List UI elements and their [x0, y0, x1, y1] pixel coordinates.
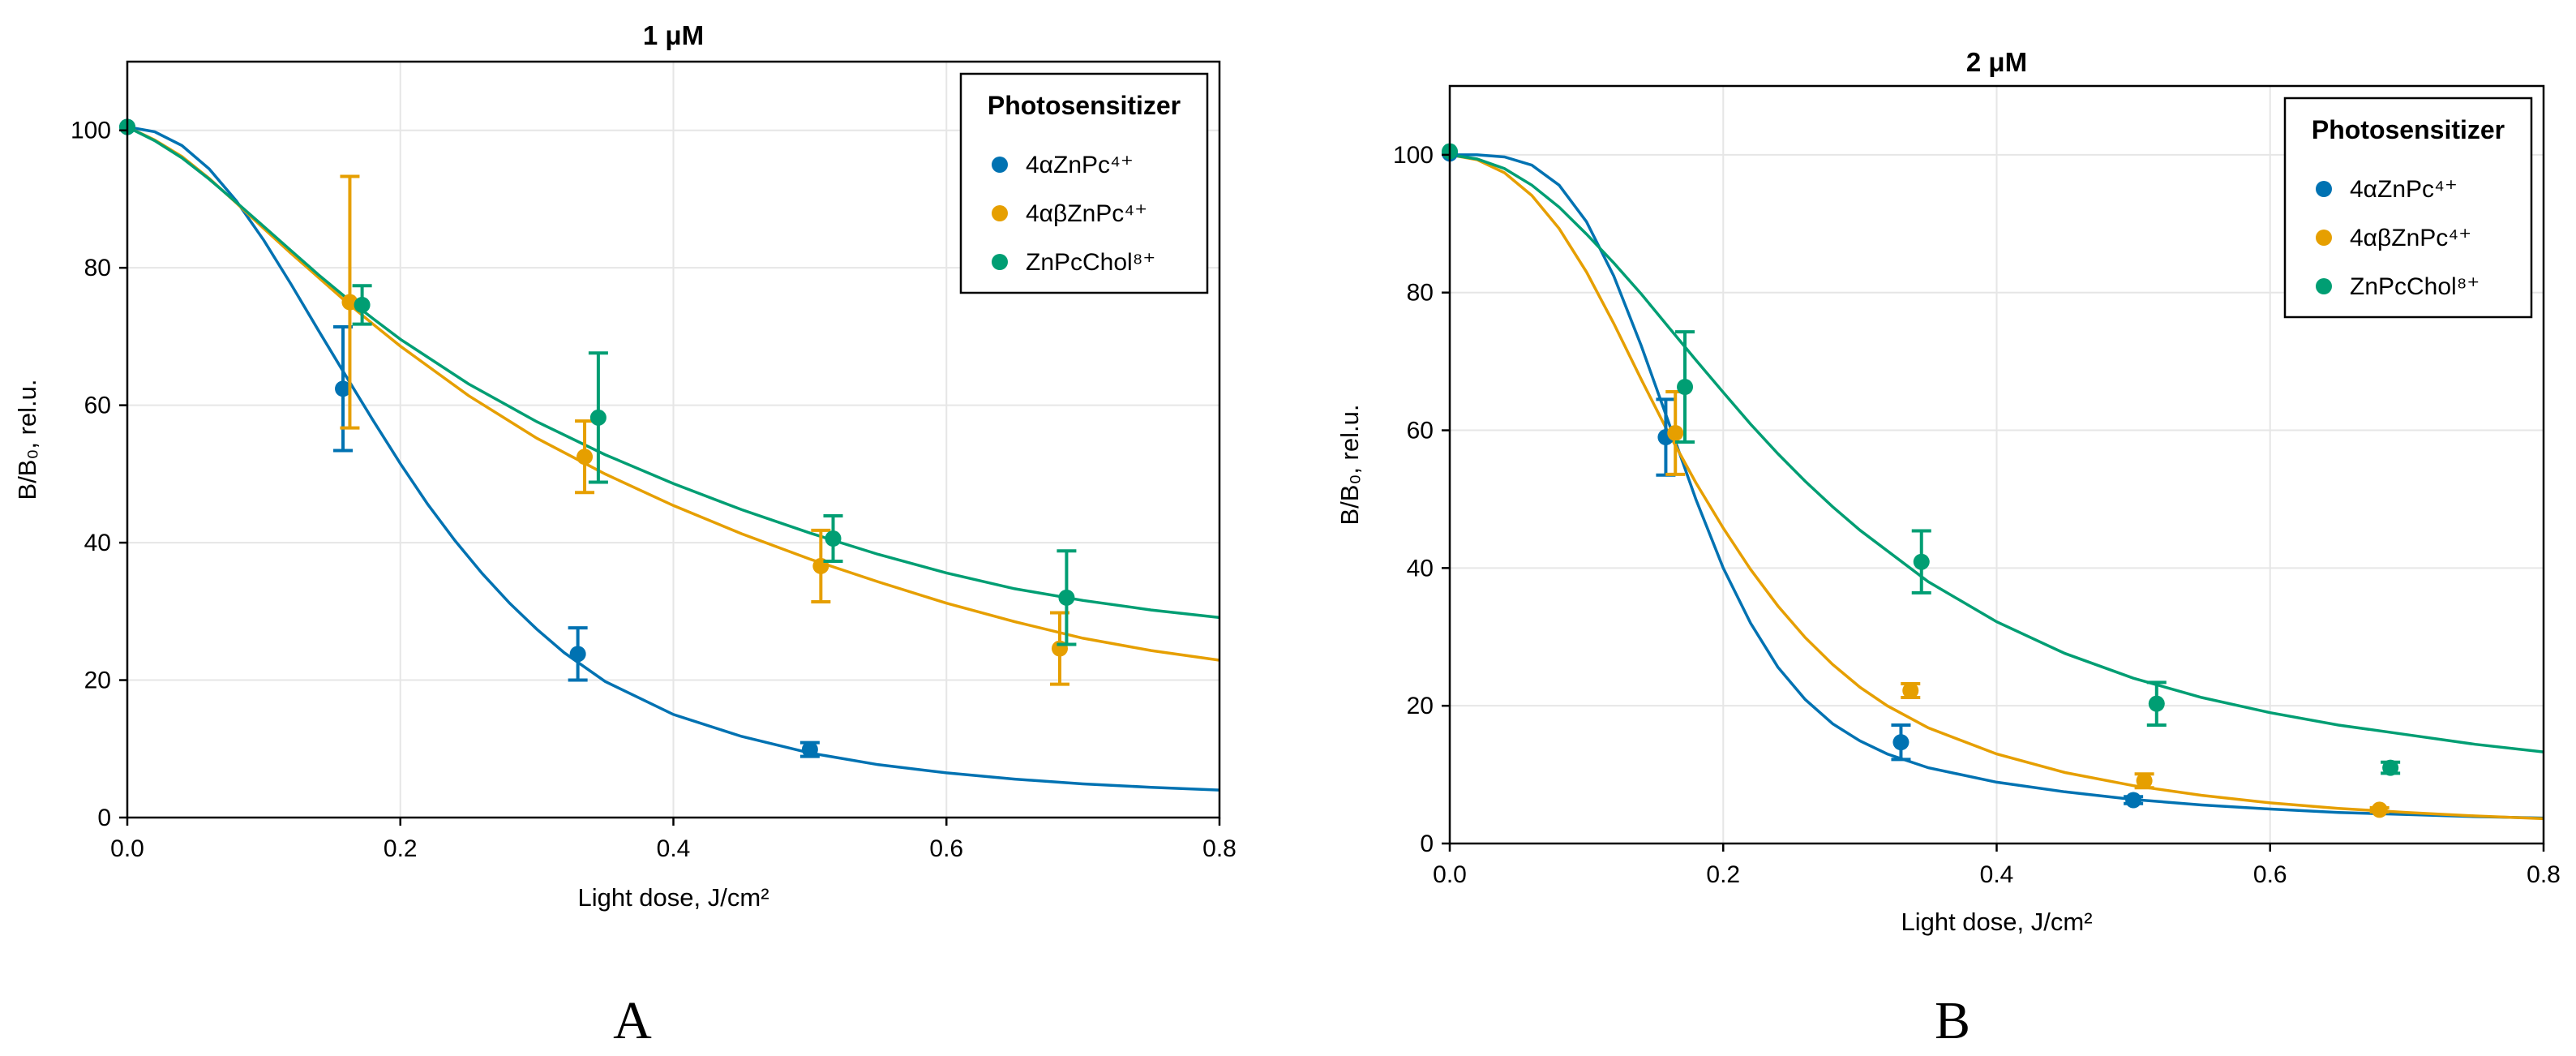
legend-label-2: ZnPcChol⁸⁺	[1026, 249, 1155, 276]
x-tick-label: 0.6	[929, 835, 963, 862]
y-tick-label: 60	[1407, 418, 1434, 444]
legend-label-2: ZnPcChol⁸⁺	[2350, 273, 2480, 300]
legend-marker-0	[992, 157, 1008, 173]
y-tick-label: 80	[84, 255, 111, 281]
x-tick-label: 0.0	[1433, 861, 1467, 888]
y-tick-label: 20	[84, 668, 111, 694]
legend-title: Photosensitizer	[988, 91, 1181, 120]
y-tick-label: 100	[1393, 142, 1434, 169]
data-point	[1667, 424, 1684, 441]
data-point	[1058, 589, 1075, 606]
data-point	[2382, 759, 2399, 776]
data-point	[2371, 801, 2388, 818]
legend-label-0: 4αZnPc⁴⁺	[1026, 152, 1134, 178]
chart-title: 1 μM	[643, 20, 704, 50]
chart-title: 2 μM	[1966, 47, 2027, 77]
x-tick-label: 0.4	[1980, 861, 2014, 888]
fit-curve-0	[1450, 153, 2544, 820]
chart-panel-b: 0.0 0.2 0.4 0.6 0.8 0 20 40 60 80 100 2 μM Light dos…	[1335, 47, 2561, 1050]
data-point	[589, 409, 606, 426]
y-axis-title: B/B₀, rel.u.	[13, 380, 41, 500]
x-tick-label: 0.2	[384, 835, 418, 862]
data-point	[354, 296, 371, 313]
legend-label-0: 4αZnPc⁴⁺	[2350, 176, 2458, 203]
data-point	[341, 294, 358, 311]
x-tick-label: 0.6	[2253, 861, 2287, 888]
x-tick-label: 0.8	[2527, 861, 2561, 888]
chart-panel-a: 0.0 0.2 0.4 0.6 0.8 0 20 40 60 80 100 1 μM Light dos…	[13, 20, 1237, 1050]
legend-marker-2	[992, 254, 1008, 270]
y-tick-label: 0	[97, 805, 111, 831]
data-point	[2125, 792, 2142, 809]
data-point	[2136, 772, 2153, 789]
data-point	[335, 380, 352, 397]
data-point	[569, 646, 586, 663]
legend-marker-1	[2316, 230, 2332, 246]
data-point	[2148, 695, 2165, 712]
x-axis-title: Light dose, J/cm²	[577, 883, 769, 912]
x-tick-label: 0.2	[1706, 861, 1740, 888]
legend-label-1: 4αβZnPc⁴⁺	[2350, 225, 2471, 251]
x-axis-title: Light dose, J/cm²	[1901, 908, 2092, 936]
fit-curve-1	[1449, 153, 2544, 821]
x-tick-label: 0.0	[110, 835, 144, 862]
y-tick-label: 80	[1407, 280, 1434, 307]
fit-curve-0	[126, 125, 1220, 792]
y-axis-title: B/B₀, rel.u.	[1335, 405, 1364, 526]
y-tick-label: 100	[71, 118, 111, 144]
legend-marker-0	[2316, 181, 2332, 197]
panel-label: B	[1935, 991, 1970, 1050]
legend-label-1: 4αβZnPc⁴⁺	[1026, 200, 1147, 227]
data-point	[825, 530, 842, 547]
legend-marker-1	[992, 205, 1008, 221]
data-point	[1677, 379, 1694, 396]
y-tick-label: 0	[1420, 831, 1434, 857]
data-point	[801, 741, 818, 758]
legend-title: Photosensitizer	[2312, 115, 2505, 144]
x-tick-label: 0.8	[1202, 835, 1237, 862]
x-tick-label: 0.4	[657, 835, 691, 862]
data-point	[576, 449, 594, 466]
data-point	[1902, 682, 1919, 699]
data-point	[1892, 734, 1909, 751]
y-tick-label: 40	[84, 530, 111, 556]
data-point	[1913, 553, 1930, 570]
panel-label: A	[613, 991, 652, 1050]
y-tick-label: 40	[1407, 555, 1434, 582]
legend-marker-2	[2316, 278, 2332, 294]
y-tick-label: 20	[1407, 693, 1434, 719]
y-tick-label: 60	[84, 393, 111, 419]
fit-curve-2	[1449, 153, 2544, 753]
fit-curve-2	[126, 125, 1220, 620]
